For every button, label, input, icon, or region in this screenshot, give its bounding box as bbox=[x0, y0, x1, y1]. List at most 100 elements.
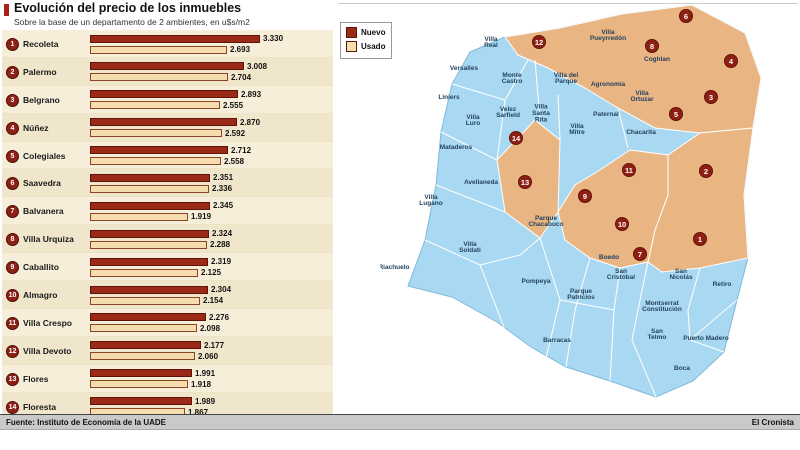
rank-badge: 6 bbox=[6, 177, 19, 191]
bar-nuevo bbox=[90, 313, 206, 322]
bar-usado bbox=[90, 73, 228, 82]
value-label: 2.324 bbox=[212, 229, 233, 239]
chart-row: 1 Recoleta 3.330 2.693 bbox=[2, 30, 333, 58]
value-label: 2.704 bbox=[231, 72, 252, 82]
map-label: Villa Soldati bbox=[459, 241, 481, 254]
bar-usado bbox=[90, 184, 209, 193]
value-label: 2.304 bbox=[211, 285, 232, 295]
chart-row: 8 Villa Urquiza 2.324 2.288 bbox=[2, 225, 333, 254]
bar-nuevo bbox=[90, 62, 244, 71]
bar-usado bbox=[90, 129, 222, 138]
legend-label: Usado bbox=[361, 42, 386, 51]
rank-badge: 12 bbox=[6, 344, 19, 358]
svg-text:8: 8 bbox=[650, 42, 654, 51]
chart-row: 3 Belgrano 2.893 2.555 bbox=[2, 86, 333, 114]
map-label: Parque Chacabuco bbox=[528, 215, 563, 228]
bar-group: 2.276 2.098 bbox=[90, 312, 229, 334]
value-label: 2.319 bbox=[211, 257, 232, 267]
bar-group: 3.008 2.704 bbox=[90, 61, 267, 83]
chart-row: 10 Almagro 2.304 2.154 bbox=[2, 281, 333, 309]
credit-note: El Cronista bbox=[751, 417, 794, 427]
value-label: 1.989 bbox=[195, 396, 216, 406]
chart-row: 7 Balvanera 2.345 1.919 bbox=[2, 197, 333, 226]
map-label: San Telmo bbox=[648, 328, 667, 341]
map-label: Villa del Parque bbox=[554, 72, 579, 85]
bar-nuevo bbox=[90, 201, 210, 210]
map-marker: 3 bbox=[704, 90, 718, 104]
rank-badge: 7 bbox=[6, 205, 19, 219]
bar-group: 2.304 2.154 bbox=[90, 284, 231, 306]
category-label: Colegiales bbox=[23, 150, 66, 161]
map-label: Liniers bbox=[438, 94, 460, 101]
svg-text:2: 2 bbox=[704, 167, 708, 176]
bar-group: 2.177 2.060 bbox=[90, 340, 224, 362]
map-label: Coghlan bbox=[644, 56, 670, 63]
svg-text:6: 6 bbox=[684, 12, 688, 21]
map-marker: 4 bbox=[724, 54, 738, 68]
chart-row: 9 Caballito 2.319 2.125 bbox=[2, 253, 333, 282]
bar-usado bbox=[90, 324, 197, 333]
map-label: Boedo bbox=[599, 254, 619, 261]
map-marker: 8 bbox=[645, 39, 659, 53]
bar-usado bbox=[90, 101, 220, 110]
rank-badge: 14 bbox=[6, 400, 19, 414]
svg-text:12: 12 bbox=[535, 38, 543, 47]
bar-usado bbox=[90, 380, 188, 389]
value-label: 3.008 bbox=[247, 61, 268, 71]
value-label: 2.154 bbox=[203, 296, 224, 306]
svg-text:4: 4 bbox=[729, 57, 734, 66]
rank-badge: 10 bbox=[6, 289, 19, 303]
bar-usado bbox=[90, 352, 195, 361]
svg-text:14: 14 bbox=[512, 134, 521, 143]
rank-badge: 13 bbox=[6, 372, 19, 386]
category-label: Caballito bbox=[23, 262, 59, 273]
value-label: 2.592 bbox=[225, 128, 246, 138]
chart-row: 5 Colegiales 2.712 2.558 bbox=[2, 142, 333, 170]
value-label: 2.098 bbox=[200, 323, 221, 333]
source-note: Fuente: Instituto de Economía de la UADE bbox=[6, 417, 167, 427]
category-label: Balvanera bbox=[23, 206, 64, 217]
bar-nuevo bbox=[90, 369, 192, 378]
bar-nuevo bbox=[90, 229, 209, 238]
value-label: 2.288 bbox=[210, 240, 231, 250]
map-marker: 11 bbox=[622, 163, 636, 177]
category-label: Núñez bbox=[23, 122, 49, 133]
value-label: 2.345 bbox=[213, 201, 234, 211]
rank-badge: 4 bbox=[6, 121, 19, 135]
bar-usado bbox=[90, 157, 221, 166]
map-label: Villa Lugano bbox=[419, 194, 442, 207]
map-label: Parque Patricios bbox=[567, 288, 595, 301]
map-label: Villa Mitre bbox=[569, 123, 585, 136]
bar-nuevo bbox=[90, 397, 192, 406]
rank-badge: 11 bbox=[6, 316, 19, 330]
page-subtitle: Sobre la base de un departamento de 2 am… bbox=[14, 17, 250, 27]
rank-badge: 9 bbox=[6, 261, 19, 275]
value-label: 2.125 bbox=[201, 268, 222, 278]
map-label: Monte Castro bbox=[502, 72, 523, 85]
svg-text:11: 11 bbox=[625, 166, 633, 175]
legend-items: Nuevo Usado bbox=[346, 27, 385, 52]
category-label: Palermo bbox=[23, 66, 57, 77]
map-label: Puerto Madero bbox=[683, 335, 729, 342]
footer-rule bbox=[0, 414, 800, 415]
highlight-region-center bbox=[557, 149, 669, 269]
value-label: 2.893 bbox=[241, 89, 262, 99]
bar-usado bbox=[90, 45, 227, 54]
district-borders bbox=[424, 59, 738, 398]
value-label: 2.336 bbox=[212, 184, 233, 194]
bar-nuevo bbox=[90, 173, 210, 182]
category-label: Almagro bbox=[23, 290, 58, 301]
map-label: Villa Pueyrredón bbox=[590, 29, 626, 42]
map-label: Mataderos bbox=[440, 144, 473, 151]
value-label: 2.276 bbox=[209, 312, 230, 322]
map-marker: 10 bbox=[615, 217, 629, 231]
legend-item: Nuevo bbox=[346, 27, 385, 38]
map-marker: 5 bbox=[669, 107, 683, 121]
bar-nuevo bbox=[90, 90, 238, 99]
footer: Fuente: Instituto de Economía de la UADE… bbox=[0, 414, 800, 430]
map-marker: 6 bbox=[679, 9, 693, 23]
category-label: Villa Urquiza bbox=[23, 234, 74, 245]
svg-text:3: 3 bbox=[709, 93, 713, 102]
map-marker: 13 bbox=[518, 175, 532, 189]
